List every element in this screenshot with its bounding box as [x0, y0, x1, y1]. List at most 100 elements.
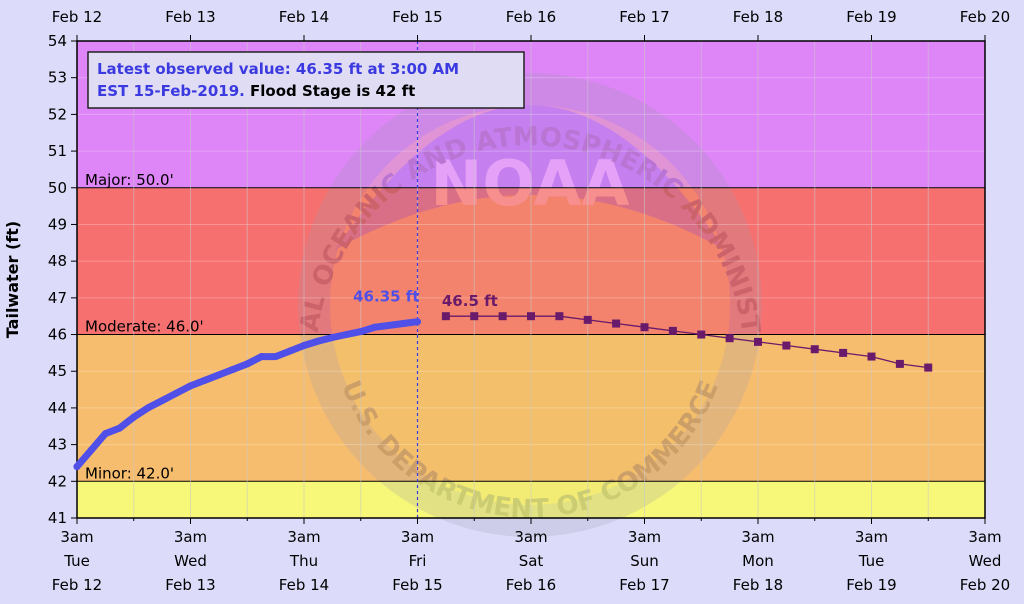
bottom-time-label: 3am	[287, 528, 320, 546]
bottom-time-label: 3am	[401, 528, 434, 546]
bottom-date-label: Feb 13	[165, 576, 215, 594]
bottom-day-label: Mon	[742, 552, 774, 570]
y-axis-title: Tailwater (ft)	[3, 221, 22, 338]
y-tick-label: 42	[48, 472, 67, 490]
observed-point	[144, 404, 152, 412]
observed-point	[87, 446, 95, 454]
top-date-label: Feb 16	[506, 8, 556, 26]
bottom-day-label: Sun	[630, 552, 659, 570]
top-date-label: Feb 14	[279, 8, 329, 26]
info-line2: EST 15-Feb-2019. Flood Stage is 42 ft	[97, 82, 415, 100]
bottom-date-label: Feb 12	[52, 576, 102, 594]
bottom-date-label: Feb 20	[960, 576, 1010, 594]
y-tick-label: 49	[48, 215, 67, 233]
forecast-point	[498, 312, 507, 321]
bottom-date-label: Feb 16	[506, 576, 556, 594]
watermark-center-text: NOAA	[431, 147, 630, 220]
observed-point	[130, 413, 138, 421]
top-date-label: Feb 15	[392, 8, 442, 26]
observed-point	[300, 342, 308, 350]
forecast-point	[441, 312, 450, 321]
bottom-date-label: Feb 14	[279, 576, 329, 594]
y-tick-label: 46	[48, 326, 67, 344]
forecast-value-label: 46.5 ft	[442, 292, 498, 310]
bottom-day-label: Wed	[969, 552, 1002, 570]
bottom-day-label: Sat	[519, 552, 544, 570]
bottom-time-label: 3am	[60, 528, 93, 546]
observed-point	[257, 353, 265, 361]
y-tick-label: 50	[48, 179, 67, 197]
forecast-point	[583, 315, 592, 324]
y-tick-label: 53	[48, 69, 67, 87]
y-tick-label: 44	[48, 399, 67, 417]
bottom-date-label: Feb 19	[846, 576, 896, 594]
observed-point	[328, 333, 336, 341]
top-date-label: Feb 13	[165, 8, 215, 26]
forecast-point	[668, 326, 677, 335]
observed-point	[172, 389, 180, 397]
bottom-date-label: Feb 17	[619, 576, 669, 594]
observed-point	[343, 331, 351, 339]
bottom-time-label: 3am	[855, 528, 888, 546]
observed-point	[187, 382, 194, 390]
observed-point	[73, 463, 81, 471]
observed-point	[101, 430, 109, 438]
top-date-label: Feb 17	[619, 8, 669, 26]
observed-point	[158, 397, 166, 405]
stage-label-2: Moderate: 46.0'	[85, 318, 204, 336]
bottom-time-label: 3am	[741, 528, 774, 546]
stage-label-1: Minor: 42.0'	[85, 464, 174, 482]
forecast-point	[612, 319, 621, 328]
observed-point	[399, 320, 407, 328]
info-box: Latest observed value: 46.35 ft at 3:00 …	[87, 51, 525, 109]
forecast-point	[782, 341, 791, 350]
y-tick-label: 54	[48, 32, 67, 50]
bottom-date-label: Feb 15	[392, 576, 442, 594]
forecast-point	[754, 337, 762, 346]
observed-point	[229, 365, 237, 373]
forecast-point	[725, 334, 734, 343]
info-box-frame	[87, 51, 525, 109]
forecast-point	[810, 345, 819, 354]
top-date-label: Feb 12	[52, 8, 102, 26]
bottom-day-label: Thu	[289, 552, 318, 570]
observed-point	[385, 321, 393, 329]
y-tick-label: 43	[48, 436, 67, 454]
bottom-day-label: Fri	[409, 552, 427, 570]
forecast-point	[470, 312, 479, 321]
observed-point	[215, 371, 223, 379]
y-tick-label: 47	[48, 289, 67, 307]
y-tick-label: 45	[48, 362, 67, 380]
watermark-bird	[335, 105, 725, 250]
observed-point	[371, 323, 379, 331]
bottom-time-label: 3am	[174, 528, 207, 546]
top-date-label: Feb 18	[733, 8, 783, 26]
bottom-time-label: 3am	[628, 528, 661, 546]
observed-point	[414, 318, 421, 326]
bottom-day-label: Tue	[63, 552, 90, 570]
forecast-point	[640, 323, 649, 332]
y-tick-label: 48	[48, 252, 67, 270]
info-line1: Latest observed value: 46.35 ft at 3:00 …	[97, 60, 459, 78]
observed-point	[243, 360, 251, 368]
observed-point	[272, 353, 280, 361]
forecast-point	[839, 348, 848, 357]
observed-point	[201, 376, 209, 384]
observed-point	[314, 337, 322, 345]
watermark-inner-disc	[330, 105, 730, 505]
y-tick-label: 41	[48, 509, 67, 527]
y-tick-label: 52	[48, 105, 67, 123]
forecast-point	[555, 312, 564, 321]
bottom-day-label: Wed	[174, 552, 207, 570]
observed-point	[116, 424, 124, 432]
forecast-point	[895, 359, 904, 368]
y-tick-label: 51	[48, 142, 67, 160]
top-date-label: Feb 19	[846, 8, 896, 26]
bottom-time-label: 3am	[514, 528, 547, 546]
forecast-point	[527, 312, 535, 321]
forecast-point	[867, 352, 876, 361]
stage-label-3: Major: 50.0'	[85, 171, 174, 189]
observed-value-label: 46.35 ft	[353, 288, 419, 306]
